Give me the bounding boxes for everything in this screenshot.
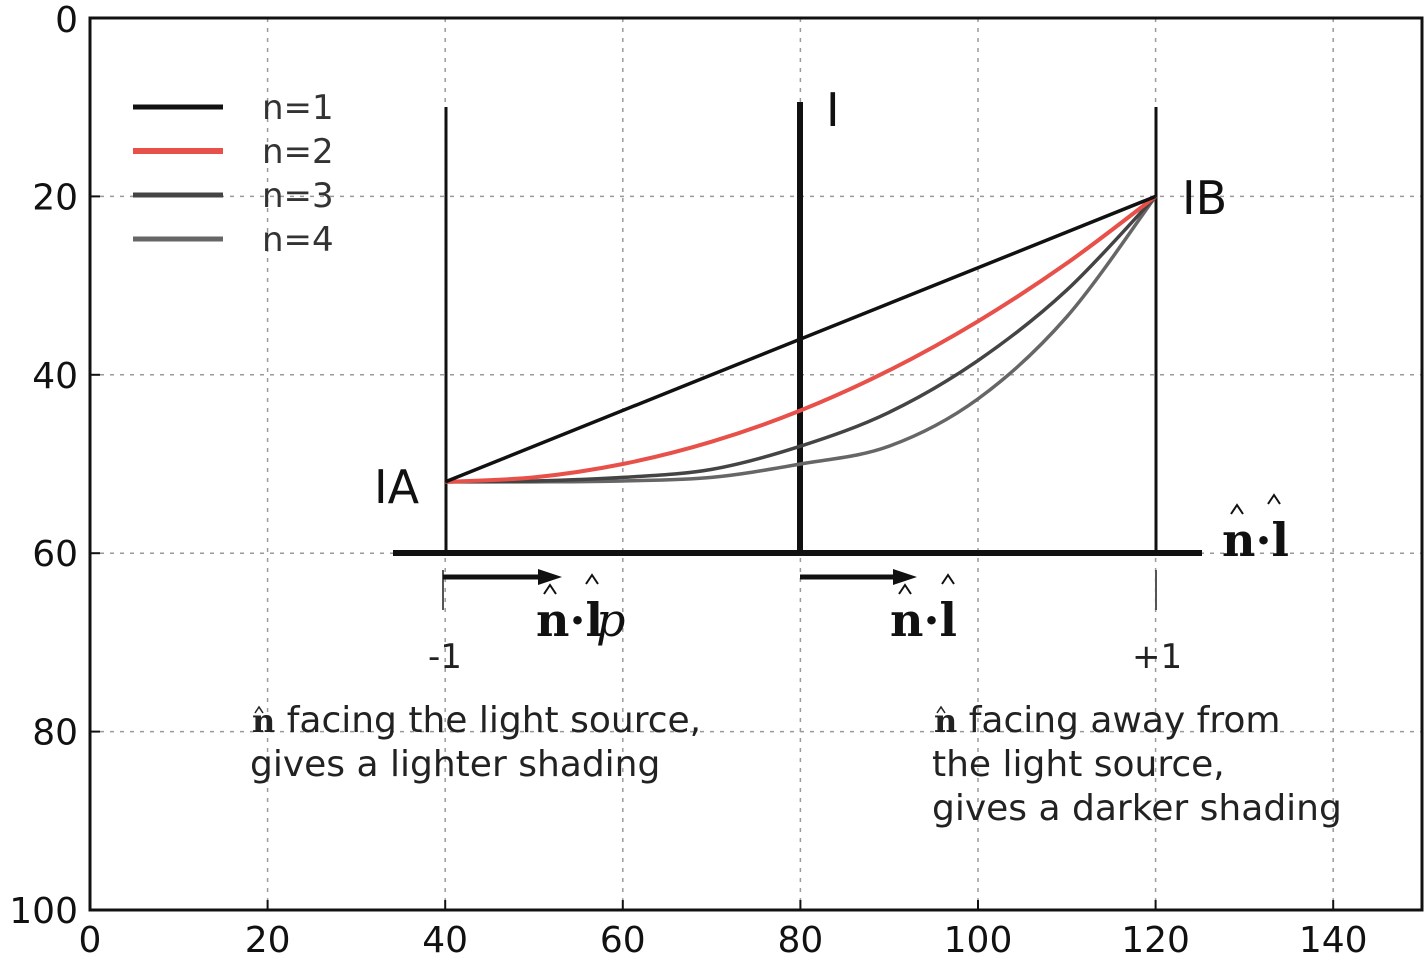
x-tick-label-140: 140 [1299, 920, 1368, 956]
legend-label-n-3: n=3 [262, 176, 334, 216]
hat-right-caption-n [936, 705, 946, 714]
label-i: I [826, 83, 840, 137]
arrow-right-head [893, 569, 917, 585]
hat-left-caption-n [254, 705, 264, 714]
left-caption-line-2: gives a lighter shading [250, 744, 660, 785]
label-plus-one: +1 [1132, 637, 1182, 677]
y-axis-ticks: 0 20 40 60 80 100 [9, 0, 100, 932]
series-line-n-4 [445, 195, 1158, 484]
y-tick-label-40: 40 [32, 356, 78, 397]
series-line-n-1 [444, 194, 1157, 484]
legend-label-n-1: n=1 [262, 88, 334, 128]
plot-frame [88, 16, 1424, 912]
axis-label-n-dot-l: n·l [1222, 513, 1289, 567]
hat-lp-n [543, 583, 557, 595]
label-ib: IB [1182, 171, 1227, 225]
legend-label-n-2: n=2 [262, 132, 334, 172]
x-tick-label-40: 40 [422, 920, 468, 956]
x-tick-label-80: 80 [777, 920, 823, 956]
right-caption-text-1: facing away from [957, 700, 1280, 741]
y-tick-label-80: 80 [32, 713, 78, 754]
left-caption-line-1: n facing the light source, [252, 700, 701, 741]
right-caption-line-3: gives a darker shading [932, 788, 1342, 829]
legend-label-n-4: n=4 [262, 220, 334, 260]
label-ia: IA [374, 460, 420, 514]
right-caption-line-1: n facing away from [934, 700, 1280, 741]
y-tick-label-0: 0 [55, 0, 78, 41]
legend: n=1n=2n=3n=4 [133, 88, 334, 260]
x-tick-label-120: 120 [1121, 920, 1190, 956]
hat-axis-l [1267, 493, 1281, 505]
label-n-dot-l-arrow: n·l [890, 593, 957, 647]
series [444, 194, 1158, 484]
right-caption-line-2: the light source, [932, 744, 1225, 785]
right-caption-n: n [934, 702, 957, 740]
hat-lp-l [585, 573, 599, 585]
x-tick-label-20: 20 [245, 920, 291, 956]
label-n-dot-lp: n·l [536, 593, 603, 647]
x-tick-label-0: 0 [79, 920, 102, 956]
y-tick-label-100: 100 [9, 891, 78, 932]
x-axis-ticks: 0 20 40 60 80 100 120 140 [79, 900, 1368, 956]
y-tick-label-60: 60 [32, 534, 78, 575]
left-caption-text-1: facing the light source, [275, 700, 701, 741]
arrow-left-head [538, 569, 562, 585]
y-tick-label-20: 20 [32, 177, 78, 218]
label-minus-one: -1 [428, 637, 462, 677]
x-tick-label-60: 60 [600, 920, 646, 956]
hat-arrow-l [941, 573, 955, 585]
series-line-n-3 [445, 195, 1157, 484]
series-line-n-2 [445, 194, 1157, 484]
hat-axis-n [1230, 503, 1244, 515]
left-caption-n: n [252, 702, 275, 740]
hat-arrow-n [898, 583, 912, 595]
x-tick-label-100: 100 [944, 920, 1013, 956]
label-p-subscript: p [596, 593, 625, 647]
